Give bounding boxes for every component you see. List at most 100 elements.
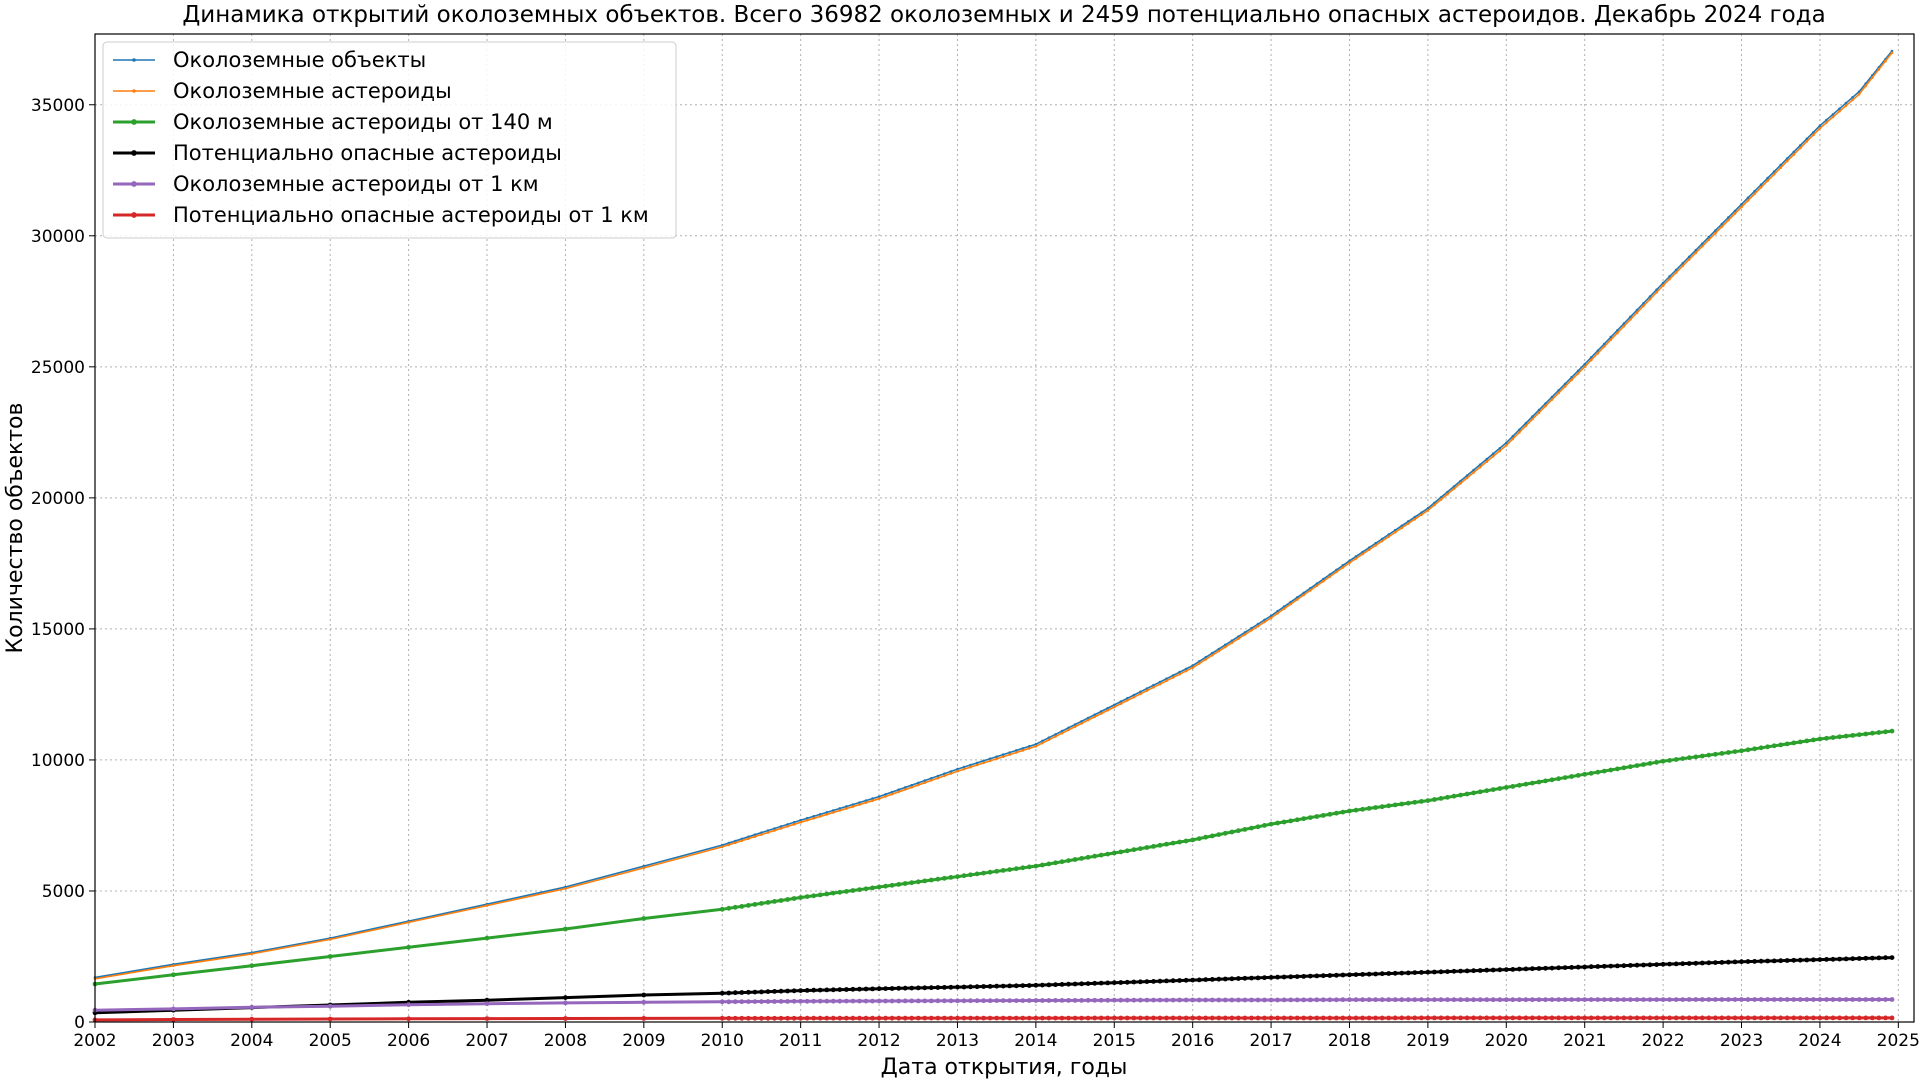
data-point	[1464, 997, 1470, 1003]
x-tick-label: 2018	[1328, 1031, 1371, 1051]
x-tick-label: 2025	[1877, 1031, 1920, 1051]
data-point	[909, 1015, 915, 1021]
data-point	[406, 1016, 411, 1022]
data-point	[1105, 980, 1111, 986]
data-point	[1046, 861, 1052, 867]
data-point	[1007, 983, 1013, 989]
data-point	[1693, 754, 1699, 760]
data-point	[1294, 817, 1300, 823]
data-point	[1686, 961, 1692, 966]
data-point	[1719, 960, 1725, 965]
data-point	[1366, 1015, 1372, 1021]
data-point	[1804, 738, 1810, 744]
data-point	[249, 963, 255, 969]
data-point	[922, 985, 928, 991]
data-point	[1118, 1015, 1124, 1021]
x-axis: 2002 2003 2004 2005 2006 2007 2008 2009 2010 2011…	[73, 1022, 1920, 1051]
chart-title: Динамика открытий околоземных объектов. …	[182, 2, 1825, 28]
data-point	[1249, 825, 1254, 831]
data-point	[1085, 997, 1091, 1003]
data-point	[884, 793, 887, 796]
data-point	[1367, 548, 1371, 552]
data-point	[1603, 345, 1606, 348]
data-point	[1549, 997, 1555, 1002]
data-point	[1588, 997, 1594, 1002]
data-point	[1503, 1015, 1509, 1021]
data-point	[1686, 755, 1692, 761]
data-point	[1106, 706, 1109, 710]
data-point	[1152, 686, 1155, 689]
data-point	[1086, 718, 1090, 722]
data-point	[1791, 1015, 1797, 1021]
data-point	[1170, 840, 1176, 846]
data-point	[1673, 961, 1679, 967]
data-point	[928, 877, 934, 883]
legend-item: Околоземные астероиды от 140 м	[113, 110, 553, 134]
data-point	[1851, 98, 1854, 102]
data-point	[1413, 517, 1417, 521]
data-point	[1595, 769, 1601, 775]
data-point	[792, 823, 796, 826]
data-point	[1830, 997, 1836, 1002]
data-point	[1263, 618, 1266, 622]
series-5	[92, 1015, 1895, 1023]
data-point	[1268, 997, 1274, 1003]
data-point	[1405, 800, 1411, 806]
data-point	[812, 817, 815, 820]
data-point	[1647, 1015, 1653, 1021]
data-point	[956, 769, 959, 773]
data-point	[1315, 582, 1319, 585]
data-point	[1693, 1015, 1699, 1021]
data-point	[915, 879, 921, 885]
data-point	[1015, 749, 1018, 752]
data-point	[1098, 980, 1104, 986]
data-point	[1302, 593, 1305, 597]
data-point	[1399, 997, 1405, 1003]
x-tick-label: 2024	[1798, 1031, 1841, 1051]
data-point	[406, 944, 411, 950]
data-point	[642, 864, 646, 868]
data-point	[1628, 963, 1633, 968]
data-point	[1680, 961, 1686, 967]
data-point	[1458, 792, 1463, 798]
data-point	[987, 1015, 993, 1021]
data-point	[1183, 838, 1189, 844]
data-point	[1124, 848, 1130, 854]
legend-marker	[131, 119, 137, 125]
data-point	[1268, 821, 1274, 827]
data-point	[1838, 107, 1841, 110]
data-point	[968, 1015, 973, 1021]
data-point	[987, 984, 993, 989]
data-point	[1111, 997, 1117, 1003]
data-point	[1628, 997, 1633, 1002]
series-3	[92, 955, 1895, 1016]
data-point	[1471, 790, 1476, 796]
data-point	[1615, 963, 1620, 969]
data-point	[1275, 997, 1280, 1003]
data-point	[1320, 973, 1326, 979]
data-point	[1876, 997, 1882, 1002]
data-point	[1634, 1015, 1640, 1021]
data-point	[1190, 837, 1196, 843]
data-point	[1373, 997, 1378, 1003]
data-point	[726, 905, 732, 911]
data-point	[1583, 362, 1586, 366]
data-point	[1139, 692, 1142, 696]
data-point	[982, 759, 985, 763]
data-point	[759, 999, 764, 1004]
data-point	[1183, 977, 1189, 983]
data-point	[909, 998, 915, 1004]
data-point	[747, 837, 750, 840]
data-point	[765, 989, 771, 994]
data-point	[1216, 997, 1222, 1003]
data-point	[1177, 978, 1182, 983]
data-point	[1289, 602, 1292, 606]
data-point	[1714, 229, 1717, 232]
data-point	[889, 882, 895, 888]
data-point	[838, 807, 842, 810]
data-point	[1778, 958, 1784, 964]
data-point	[844, 889, 849, 894]
data-point	[484, 1016, 490, 1021]
data-point	[1784, 1015, 1790, 1021]
data-point	[766, 829, 770, 832]
